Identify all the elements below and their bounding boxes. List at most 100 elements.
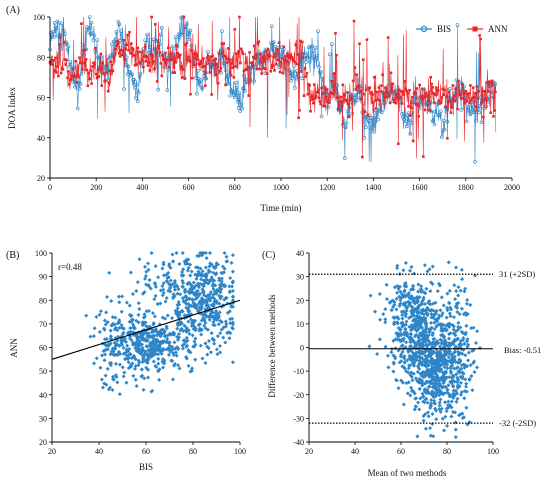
data-point [404,330,409,335]
data-point [419,284,424,289]
data-point [454,366,459,371]
data-point [184,344,189,349]
point-bis [141,47,146,51]
point-bis [128,70,133,74]
point-ann [187,55,190,59]
point-bis [364,125,368,130]
data-point [140,347,145,352]
point-ann [200,62,203,65]
point-bis [125,72,130,77]
data-point [410,295,415,300]
point-ann [334,31,337,35]
point-ann [300,40,304,44]
data-point [436,384,441,389]
data-point [443,375,448,380]
data-point [448,305,453,310]
data-point [131,373,136,378]
point-ann [166,58,169,62]
point-bis [86,30,90,34]
data-point [229,284,234,289]
data-point [399,344,404,349]
data-point [419,308,424,313]
data-point [204,256,209,261]
data-point [165,313,170,318]
data-point [215,334,220,339]
point-ann [341,83,345,87]
data-point [211,301,216,306]
data-point [153,364,158,369]
data-point [175,346,180,351]
point-bis [308,44,313,49]
point-ann [81,68,84,71]
data-point [406,292,411,297]
point-bis [195,91,199,96]
data-point [159,332,164,337]
data-point [392,320,397,325]
data-point [446,260,451,265]
point-ann [101,61,104,65]
data-point [180,295,185,300]
data-point [472,359,477,364]
data-point [449,414,454,419]
point-ann [284,55,287,58]
point-ann [453,99,457,103]
point-bis [146,38,150,42]
data-point [426,339,431,344]
point-ann [427,99,431,103]
data-point [117,343,122,348]
point-ann [49,62,53,66]
point-ann [158,50,162,54]
point-ann [231,66,235,70]
point-ann [71,67,75,70]
data-point [175,306,180,311]
point-bis [281,49,285,54]
data-point [464,381,469,386]
data-point [121,345,126,350]
data-point [140,322,145,327]
point-ann [343,94,347,97]
point-bis [90,31,95,36]
data-point [97,329,102,334]
panel-c-xlabel: Mean of two methods [368,468,447,478]
data-point [152,297,157,302]
point-ann [82,61,86,65]
data-point [409,349,414,354]
data-point [449,381,454,386]
data-point [451,383,456,388]
y-tick-label: -30 [293,414,304,423]
data-point [451,338,456,343]
data-point [414,329,419,334]
point-ann [210,93,213,96]
data-point [177,366,182,371]
point-ann [292,58,296,62]
data-point [180,251,185,255]
point-bis [439,109,443,114]
data-point [150,311,155,316]
point-ann [327,101,331,104]
data-point [386,365,391,370]
data-point [207,251,212,255]
data-point [227,284,232,289]
point-ann [415,87,419,90]
point-ann [390,85,394,88]
point-bis [89,20,94,25]
point-ann [353,66,357,69]
data-point [454,372,459,377]
point-ann [345,99,348,103]
point-bis [49,31,53,35]
point-ann [53,69,56,73]
data-point [148,352,153,357]
data-point [200,273,205,278]
point-ann [339,95,343,99]
point-bis [239,102,244,107]
point-ann [166,46,170,50]
point-ann [239,47,243,51]
point-ann [164,51,167,55]
point-ann [196,58,200,61]
data-point [452,392,457,397]
point-ann [330,79,334,83]
data-point [410,283,415,288]
data-point [468,363,473,368]
data-point [156,339,161,344]
data-point [157,377,162,382]
